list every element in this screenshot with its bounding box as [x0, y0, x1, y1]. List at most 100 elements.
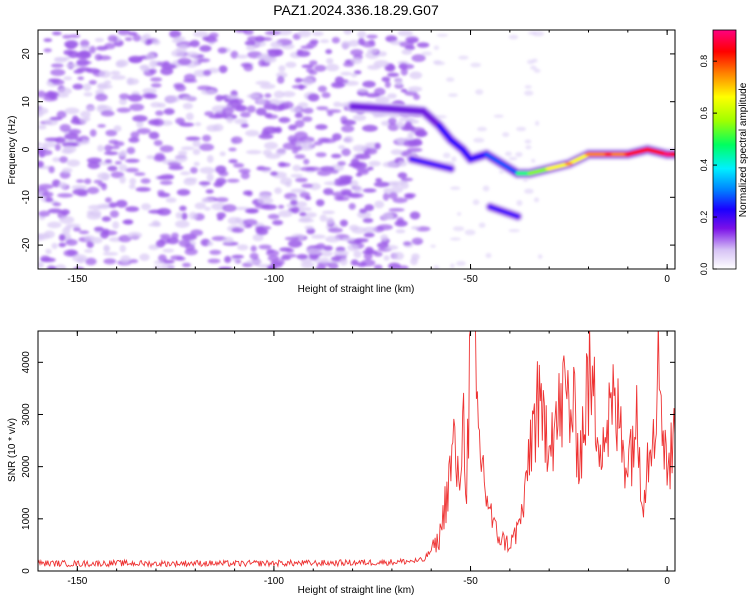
- spectrogram-noise-blob: [270, 41, 283, 49]
- spectrogram-noise-blob: [52, 202, 62, 207]
- spectrogram-noise-blob: [320, 251, 333, 257]
- spectrogram-noise-blob: [58, 234, 66, 242]
- spectrogram-noise-blob: [76, 60, 92, 65]
- spectrogram-noise-blob: [350, 158, 360, 167]
- spectrogram-noise-blob: [401, 49, 413, 55]
- spectrogram-noise-blob: [407, 131, 414, 139]
- spectrogram-noise-blob: [88, 80, 97, 85]
- spectrogram-noise-blob: [185, 243, 196, 251]
- spectrogram-noise-blob: [294, 119, 305, 128]
- signal-track-segment: [468, 152, 489, 162]
- spectrogram-noise-blob: [404, 90, 418, 96]
- spectrogram-noise-blob: [47, 221, 62, 229]
- spectrogram-noise-blob: [532, 58, 538, 63]
- spectrogram-noise-blob: [73, 227, 81, 232]
- spectrogram-noise-blob: [222, 107, 234, 115]
- spectrogram-noise-blob: [280, 177, 293, 186]
- snr-x-tick-label: 0: [664, 576, 670, 587]
- spectrogram-noise-blob: [485, 252, 492, 259]
- spectrogram-noise-blob: [170, 255, 184, 261]
- spectrogram-noise-blob: [153, 155, 167, 162]
- spectrogram-noise-blob: [524, 90, 534, 96]
- spectrogram-noise-blob: [51, 79, 65, 86]
- spectrogram-noise-blob: [355, 172, 363, 177]
- spectrogram-noise-blob: [349, 180, 359, 188]
- spectrogram-noise-blob: [409, 211, 421, 220]
- signal-peak: [671, 152, 675, 156]
- spectrogram-noise-blob: [193, 31, 209, 38]
- spectrogram-noise-blob: [299, 191, 311, 199]
- spectrogram-noise-blob: [132, 34, 142, 42]
- spectrogram-noise-blob: [64, 226, 72, 230]
- spectrogram-noise-layer: [38, 30, 544, 269]
- spectrogram-noise-blob: [45, 197, 54, 203]
- spectrogram-noise-blob: [303, 158, 310, 165]
- spectrogram-noise-blob: [108, 202, 118, 208]
- spectrogram-noise-blob: [530, 65, 537, 70]
- spectrogram-noise-blob: [307, 93, 320, 102]
- spectrogram-noise-blob: [198, 181, 211, 186]
- spectrogram-noise-blob: [235, 30, 248, 33]
- spectrogram-noise-blob: [64, 107, 80, 115]
- spectrogram-noise-blob: [150, 102, 162, 108]
- spectrogram-noise-blob: [342, 237, 356, 242]
- spectrogram-noise-blob: [40, 255, 51, 262]
- spectrogram-noise-blob: [72, 188, 88, 196]
- spectrogram-noise-blob: [373, 264, 383, 269]
- spectrogram-noise-blob: [411, 54, 426, 62]
- spectrogram-noise-blob: [153, 260, 165, 265]
- spectrogram-noise-blob: [328, 262, 339, 269]
- spectrogram-noise-blob: [161, 63, 177, 70]
- spectrogram-noise-blob: [326, 58, 334, 64]
- spectrogram-noise-blob: [240, 171, 250, 180]
- spectrogram-noise-blob: [350, 49, 364, 56]
- spectrogram-noise-blob: [45, 248, 52, 255]
- spectrogram-noise-blob: [184, 177, 198, 182]
- spectrogram-noise-blob: [295, 177, 308, 183]
- spectrogram-noise-blob: [63, 76, 73, 81]
- spectrogram-y-tick-label: -20: [21, 237, 32, 252]
- spectrogram-noise-blob: [266, 264, 276, 269]
- spectrogram-noise-blob: [101, 216, 112, 222]
- spectrogram-x-tick-label: -50: [463, 274, 478, 285]
- snr-y-tick-label: 4000: [21, 351, 32, 374]
- spectrogram-noise-blob: [333, 101, 342, 108]
- spectrogram-noise-blob: [140, 64, 150, 72]
- spectrogram-noise-blob: [399, 41, 414, 48]
- spectrogram-noise-blob: [363, 226, 377, 233]
- spectrogram-noise-blob: [350, 57, 363, 65]
- spectrogram-noise-blob: [280, 255, 291, 261]
- spectrogram-noise-blob: [396, 121, 405, 129]
- spectrogram-noise-blob: [107, 165, 118, 172]
- spectrogram-noise-blob: [127, 231, 143, 239]
- spectrogram-noise-blob: [125, 158, 140, 163]
- spectrogram-noise-blob: [265, 114, 279, 119]
- spectrogram-noise-blob: [89, 129, 97, 137]
- colorbar-tick-label: 0.6: [699, 107, 709, 120]
- spectrogram-noise-blob: [411, 237, 424, 245]
- spectrogram-noise-blob: [288, 239, 303, 248]
- spectrogram-noise-blob: [72, 115, 79, 122]
- spectrogram-noise-blob: [116, 107, 131, 113]
- spectrogram-noise-blob: [110, 75, 126, 80]
- spectrogram-noise-blob: [382, 192, 390, 201]
- spectrogram-noise-blob: [317, 170, 331, 176]
- spectrogram-noise-blob: [102, 228, 110, 234]
- spectrogram-x-axis: -150 -100 -50 0: [37, 30, 670, 285]
- spectrogram-noise-blob: [226, 116, 234, 124]
- spectrogram-noise-blob: [304, 212, 317, 218]
- spectrogram-noise-blob: [458, 55, 469, 60]
- spectrogram-noise-blob: [185, 136, 201, 141]
- spectrogram-noise-blob: [157, 189, 165, 196]
- spectrogram-noise-blob: [452, 226, 465, 232]
- spectrogram-noise-blob: [242, 190, 252, 196]
- spectrogram-noise-blob: [508, 156, 518, 161]
- spectrogram-noise-blob: [276, 30, 293, 36]
- spectrogram-noise-blob: [325, 63, 340, 72]
- spectrogram-noise-blob: [354, 238, 369, 243]
- spectrogram-noise-blob: [472, 199, 480, 206]
- spectrogram-noise-blob: [206, 155, 214, 163]
- spectrogram-noise-blob: [155, 110, 164, 116]
- spectrogram-noise-blob: [160, 264, 174, 269]
- spectrogram-noise-blob: [201, 89, 217, 95]
